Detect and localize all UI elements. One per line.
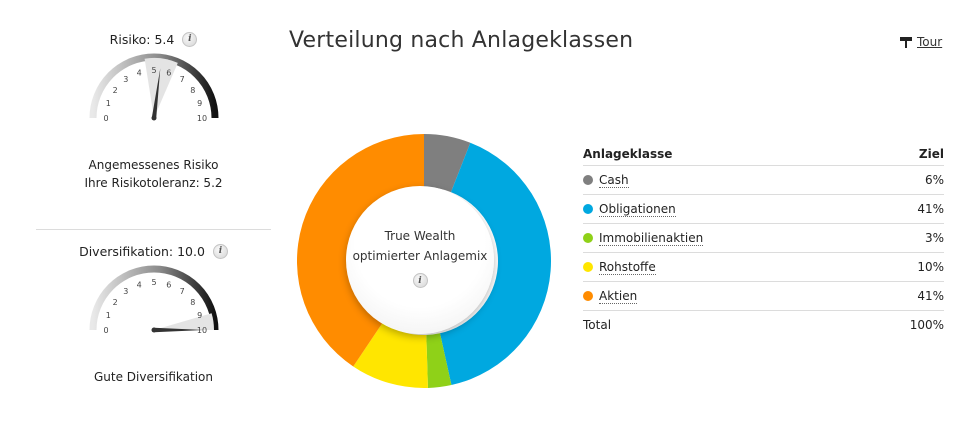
target-value: 6% <box>863 165 944 195</box>
legend-dot-icon <box>583 261 593 272</box>
risk-gauge-pivot <box>151 115 156 121</box>
class-cell: Cash <box>583 165 864 195</box>
total-label: Total <box>583 317 612 332</box>
risk-gauge-tick-label: 6 <box>166 68 171 77</box>
table-row: Cash 6% <box>583 165 944 195</box>
class-cell: Rohstoffe <box>583 252 864 282</box>
risk-gauge-arc <box>89 53 218 119</box>
table-header-row: Anlageklasse Ziel <box>583 143 944 166</box>
signpost-icon <box>900 36 912 48</box>
risk-gauge-tick-label: 1 <box>105 99 110 108</box>
diversification-title: Diversifikation: 10.0 <box>79 243 205 259</box>
donut-center: True Wealth optimierter Anlagemix i <box>346 186 494 334</box>
allocation-table: Anlageklasse Ziel Cash 6% Obligationen 41% I… <box>583 143 944 339</box>
risk-gauge-tick-label: 5 <box>151 66 156 75</box>
legend-dot-icon <box>583 232 593 243</box>
class-label[interactable]: Immobilienaktien <box>599 230 704 246</box>
risk-gauge-highlight <box>144 57 178 118</box>
legend-dot-icon <box>583 174 593 185</box>
risk-title: Risiko: 5.4 <box>109 31 175 47</box>
diversification-gauge-arc <box>89 265 218 331</box>
legend-dot-icon <box>583 290 593 301</box>
risk-caption-line2: Ihre Risikotoleranz: 5.2 <box>84 176 223 190</box>
donut-slice-immobilienaktien[interactable] <box>426 333 452 388</box>
div-gauge-tick-label: 5 <box>151 278 156 287</box>
table-row: Rohstoffe 10% <box>583 252 944 282</box>
risk-title-row: Risiko: 5.4 i <box>36 28 271 50</box>
risk-caption: Angemessenes Risiko Ihre Risikotoleranz:… <box>36 156 271 192</box>
risk-gauge-tick-label: 3 <box>123 75 128 84</box>
class-cell: Obligationen <box>583 194 864 224</box>
target-value: 3% <box>863 223 944 253</box>
table-total-row: Total 100% <box>583 310 944 339</box>
target-value: 41% <box>863 281 944 311</box>
donut-slice-obligationen[interactable] <box>439 142 551 386</box>
diversification-gauge-panel: Diversifikation: 10.0 i 0 1 2 3 4 5 6 7 8 9 10 Gut… <box>36 240 271 386</box>
div-gauge-needle <box>153 327 204 333</box>
risk-gauge-tick-label: 8 <box>190 86 195 95</box>
risk-gauge-tick-label: 7 <box>179 75 184 84</box>
risk-gauge-panel: Risiko: 5.4 i 0 1 2 3 4 5 6 7 8 9 10 Angemessenes … <box>36 28 271 192</box>
target-value: 41% <box>863 194 944 224</box>
diversification-caption: Gute Diversifikation <box>93 370 214 384</box>
column-header-target: Ziel <box>863 143 944 166</box>
div-gauge-tick-label: 9 <box>197 311 202 320</box>
class-label[interactable]: Aktien <box>599 288 638 304</box>
div-gauge-tick-label: 6 <box>166 280 171 289</box>
diversification-info-icon[interactable]: i <box>212 243 228 259</box>
div-gauge-tick-label: 1 <box>105 311 110 320</box>
div-gauge-tick-label: 10 <box>196 326 206 335</box>
page-title: Verteilung nach Anlageklassen <box>289 28 634 53</box>
table-row: Aktien 41% <box>583 281 944 311</box>
diversification-title-row: Diversifikation: 10.0 i <box>36 240 271 262</box>
table-row: Obligationen 41% <box>583 194 944 224</box>
donut-center-line1: True Wealth <box>384 229 456 243</box>
div-gauge-tick-label: 7 <box>179 287 184 296</box>
div-gauge-highlight <box>153 313 214 330</box>
risk-gauge-tick-label: 4 <box>136 68 141 77</box>
risk-gauge-needle <box>151 68 160 119</box>
table-row: Immobilienaktien 3% <box>583 223 944 253</box>
legend-dot-icon <box>583 203 593 214</box>
div-gauge-tick-label: 3 <box>123 287 128 296</box>
class-cell: Aktien <box>583 281 864 311</box>
risk-gauge-tick-label: 0 <box>103 114 108 123</box>
risk-gauge-tick-label: 2 <box>112 86 117 95</box>
class-label[interactable]: Cash <box>599 172 629 188</box>
column-header-class: Anlageklasse <box>583 143 864 166</box>
div-gauge-tick-label: 4 <box>136 280 141 289</box>
div-gauge-tick-label: 0 <box>103 326 108 335</box>
tour-link[interactable]: Tour <box>900 35 942 49</box>
target-value: 10% <box>863 252 944 282</box>
donut-slice-rohstoffe[interactable] <box>353 322 428 388</box>
class-cell: Immobilienaktien <box>583 223 864 253</box>
allocation-donut: True Wealth optimierter Anlagemix i <box>296 133 552 389</box>
total-value: 100% <box>909 317 944 332</box>
donut-info-icon[interactable]: i <box>412 273 428 288</box>
class-label[interactable]: Rohstoffe <box>599 259 656 275</box>
div-gauge-tick-label: 8 <box>190 298 195 307</box>
gauge-divider <box>36 229 271 230</box>
risk-caption-line1: Angemessenes Risiko <box>88 158 219 172</box>
div-gauge-tick-label: 2 <box>112 298 117 307</box>
div-gauge-pivot <box>151 327 156 333</box>
donut-slice-cash[interactable] <box>424 134 471 193</box>
risk-gauge-tick-label: 9 <box>197 99 202 108</box>
risk-gauge-tick-label: 10 <box>196 114 206 123</box>
tour-label[interactable]: Tour <box>917 35 943 49</box>
class-label[interactable]: Obligationen <box>599 201 676 217</box>
risk-info-icon[interactable]: i <box>182 31 198 47</box>
donut-center-line2: optimierter Anlagemix <box>352 249 488 263</box>
